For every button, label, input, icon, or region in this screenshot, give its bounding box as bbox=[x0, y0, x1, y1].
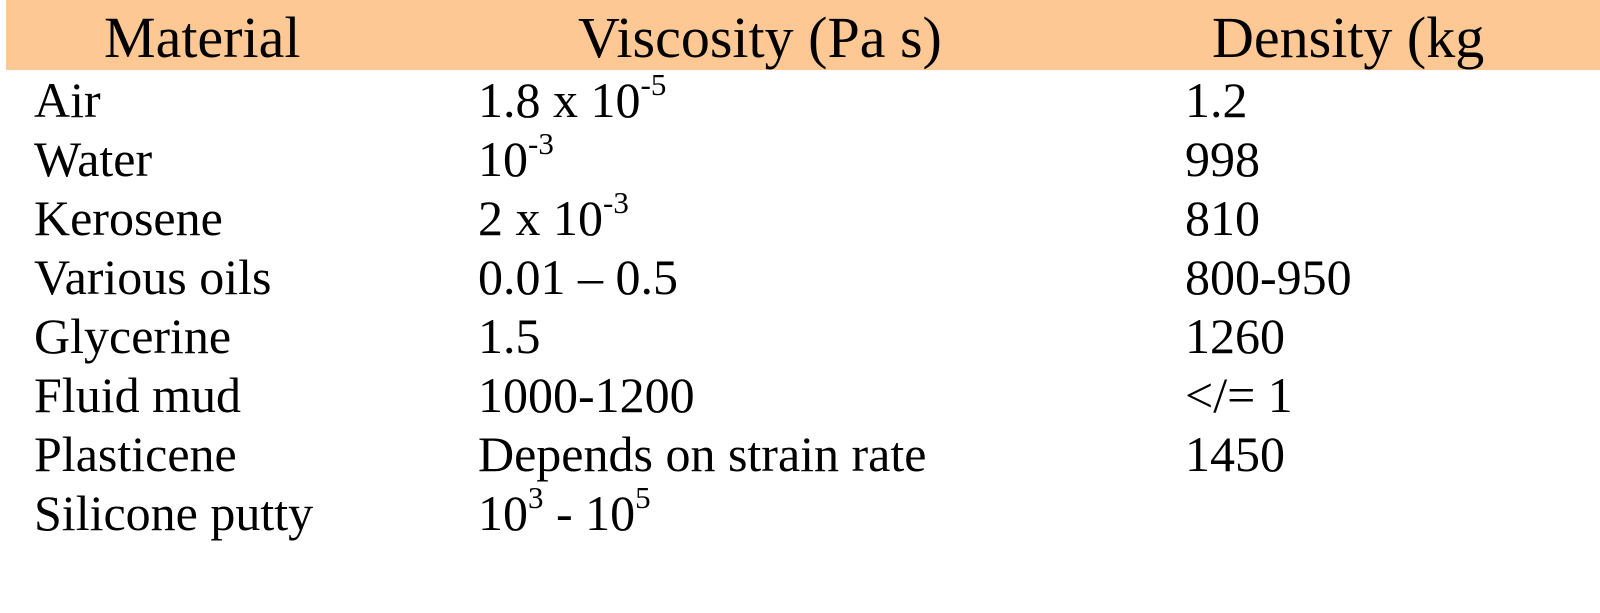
material-cell: Air bbox=[34, 72, 101, 128]
exponent: 5 bbox=[635, 480, 651, 516]
table-row: Various oils 0.01 – 0.5 800-950 bbox=[0, 248, 1600, 307]
table-row: Kerosene 2 x 10-3 810 bbox=[0, 185, 1600, 248]
material-cell: Various oils bbox=[34, 249, 272, 305]
density-cell: 998 bbox=[1185, 131, 1260, 187]
viscosity-cell: 0.01 – 0.5 bbox=[478, 249, 678, 305]
viscosity-cell: 1000-1200 bbox=[478, 367, 695, 423]
table-header-row: Material Viscosity (Pa s) Density (kg bbox=[6, 0, 1600, 70]
density-cell: 800-950 bbox=[1185, 249, 1352, 305]
exponent: 3 bbox=[528, 480, 544, 516]
density-cell: 1.2 bbox=[1185, 72, 1248, 128]
exponent: -5 bbox=[640, 67, 667, 103]
header-density: Density (kg bbox=[1212, 5, 1485, 70]
density-cell: 1450 bbox=[1185, 426, 1285, 482]
exponent: -3 bbox=[603, 185, 629, 221]
material-cell: Plasticene bbox=[34, 426, 237, 482]
viscosity-cell: 10-3 bbox=[478, 126, 554, 187]
exponent: -3 bbox=[528, 126, 554, 162]
table-row: Glycerine 1.5 1260 bbox=[0, 307, 1600, 366]
material-cell: Silicone putty bbox=[34, 485, 314, 541]
viscosity-cell: 103 - 105 bbox=[478, 480, 651, 541]
density-cell: 1260 bbox=[1185, 308, 1285, 364]
viscosity-cell: Depends on strain rate bbox=[478, 426, 927, 482]
header-viscosity: Viscosity (Pa s) bbox=[578, 5, 942, 70]
density-cell: 810 bbox=[1185, 190, 1260, 246]
table-row: Air 1.8 x 10-5 1.2 bbox=[0, 67, 1600, 130]
viscosity-cell: 1.8 x 10-5 bbox=[478, 67, 667, 128]
viscosity-cell: 1.5 bbox=[478, 308, 541, 364]
material-cell: Fluid mud bbox=[34, 367, 241, 423]
viscosity-cell: 2 x 10-3 bbox=[478, 185, 629, 246]
material-cell: Water bbox=[34, 131, 153, 187]
table-row: Water 10-3 998 bbox=[0, 126, 1600, 189]
table-row: Silicone putty 103 - 105 bbox=[0, 480, 1600, 543]
table-row: Plasticene Depends on strain rate 1450 bbox=[0, 425, 1600, 484]
header-material: Material bbox=[104, 5, 301, 70]
density-cell: </= 1 bbox=[1185, 367, 1293, 423]
table-row: Fluid mud 1000-1200 </= 1 bbox=[0, 366, 1600, 425]
material-cell: Glycerine bbox=[34, 308, 232, 364]
material-cell: Kerosene bbox=[34, 190, 223, 246]
